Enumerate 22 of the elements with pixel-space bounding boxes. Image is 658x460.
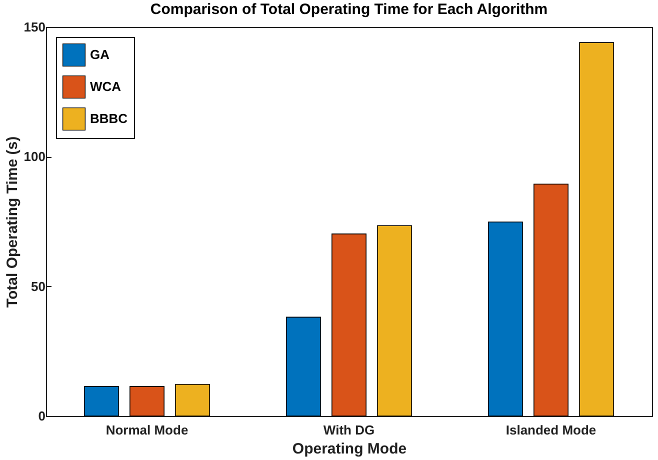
legend-label: WCA <box>90 79 122 94</box>
x-axis-title: Operating Mode <box>292 440 407 458</box>
x-tick-label: Islanded Mode <box>506 422 596 438</box>
bar <box>377 225 412 416</box>
y-tick-label: 0 <box>38 408 46 424</box>
bar <box>175 384 210 416</box>
bar <box>579 42 614 416</box>
bar <box>488 222 523 416</box>
y-axis-title: Total Operating Time (s) <box>4 136 21 308</box>
bar <box>84 386 119 416</box>
bar <box>130 386 164 416</box>
y-tick-label: 150 <box>24 20 46 34</box>
bar <box>534 184 568 416</box>
x-tick-label: With DG <box>323 422 375 438</box>
legend-label: GA <box>90 47 110 62</box>
y-tick-label: 100 <box>24 149 46 164</box>
bar <box>286 316 321 416</box>
chart-title: Comparison of Total Operating Time for Each Algorithm <box>150 1 548 18</box>
x-tick-label: Normal Mode <box>106 422 188 438</box>
y-tick-label: 50 <box>31 278 46 294</box>
bar <box>332 234 366 416</box>
legend-label: BBBC <box>90 111 128 126</box>
